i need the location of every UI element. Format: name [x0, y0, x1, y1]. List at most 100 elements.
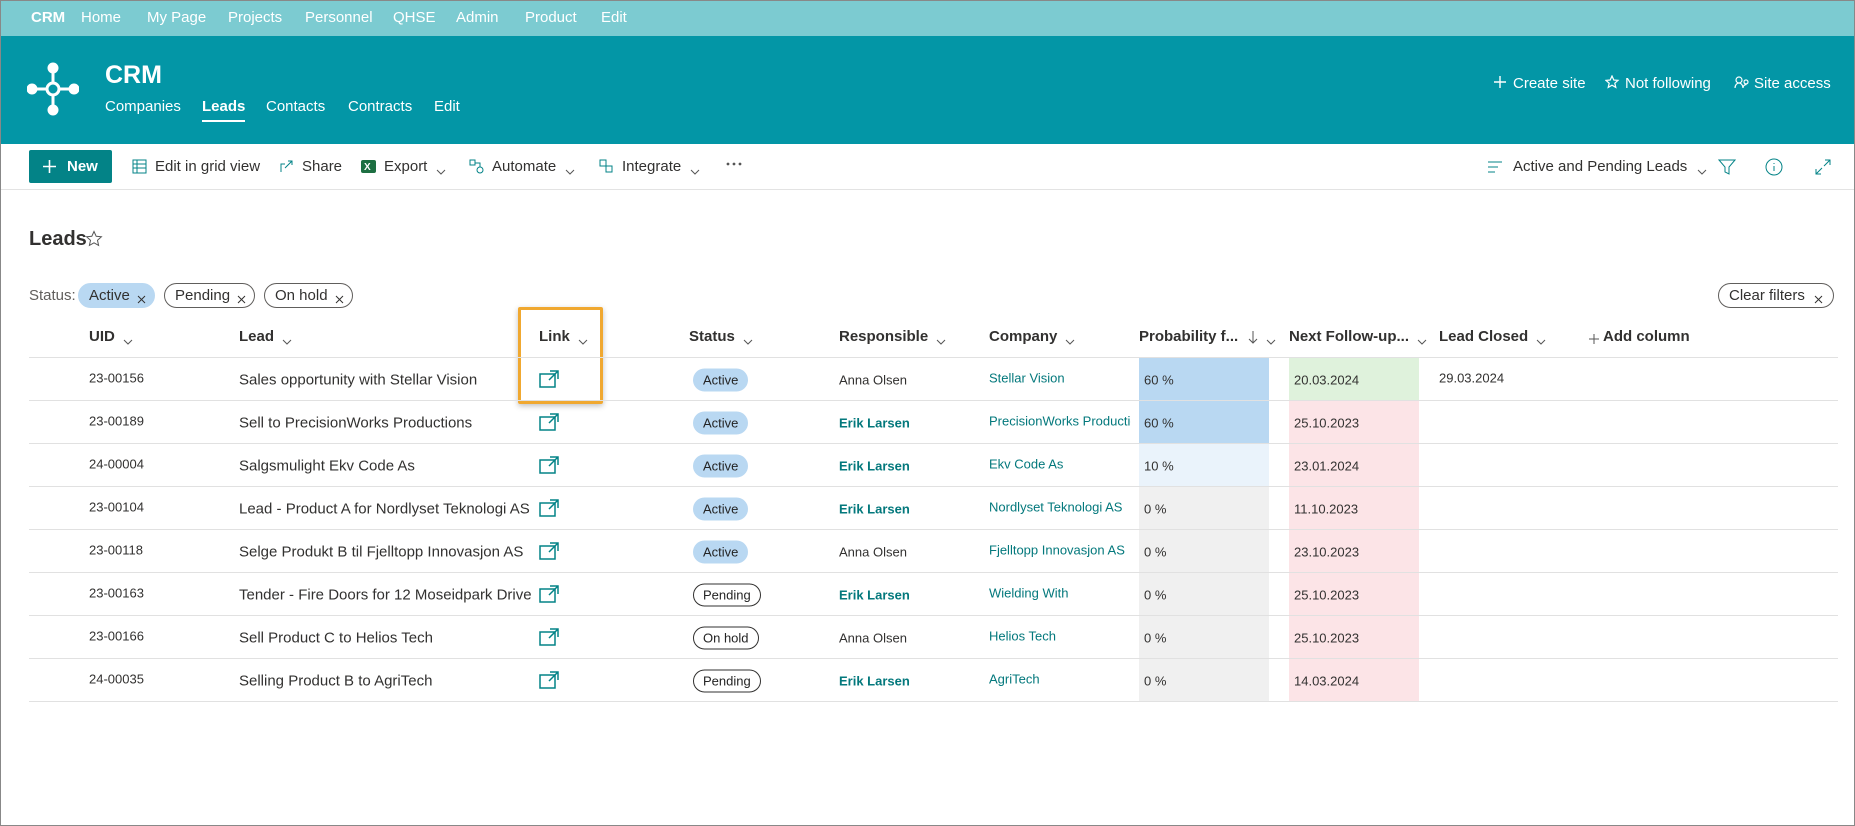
row-divider — [29, 400, 1838, 401]
suite-link[interactable]: Home — [81, 9, 122, 26]
filter-button[interactable] — [1717, 158, 1737, 181]
link-icon[interactable] — [539, 455, 559, 479]
clear-icon[interactable] — [1814, 291, 1823, 308]
site-action[interactable]: Not following — [1625, 75, 1711, 92]
chevron[interactable] — [690, 163, 700, 181]
command-icon[interactable] — [599, 159, 615, 180]
view-icon[interactable] — [1487, 160, 1503, 179]
site-nav-link[interactable]: Edit — [434, 98, 460, 115]
chevron[interactable] — [936, 333, 946, 351]
info-button[interactable] — [1765, 158, 1783, 181]
lead-title[interactable]: Selling Product B to AgriTech — [239, 672, 433, 689]
site-nav-link[interactable]: Companies — [105, 98, 181, 115]
link-icon[interactable] — [539, 498, 559, 522]
view-selector[interactable]: Active and Pending Leads — [1513, 158, 1688, 175]
chevron[interactable] — [1417, 333, 1427, 351]
company[interactable]: Fjelltopp Innovasjon AS — [989, 542, 1125, 557]
command-icon[interactable]: X — [361, 159, 377, 180]
column-header-label: UID — [89, 328, 115, 345]
lead-title[interactable]: Sales opportunity with Stellar Vision — [239, 371, 478, 388]
responsible[interactable]: Erik Larsen — [839, 673, 910, 688]
row-divider — [29, 701, 1838, 702]
command-icon[interactable] — [132, 159, 148, 180]
company[interactable]: Stellar Vision — [989, 370, 1065, 385]
link-icon[interactable] — [539, 584, 559, 608]
filter-chip[interactable]: Pending — [164, 283, 256, 308]
new-button[interactable]: New — [29, 150, 112, 183]
more-button[interactable] — [725, 156, 743, 177]
filter-chip[interactable]: On hold — [264, 283, 353, 308]
lead-title[interactable]: Sell to PrecisionWorks Productions — [239, 414, 473, 431]
command[interactable]: Integrate — [622, 158, 682, 175]
filter-chip[interactable]: Active — [78, 283, 155, 308]
action-icon[interactable] — [1493, 75, 1508, 95]
chevron[interactable] — [1536, 333, 1546, 351]
chevron[interactable] — [123, 333, 133, 351]
site-action[interactable]: Site access — [1754, 75, 1831, 92]
chevron[interactable] — [578, 333, 588, 351]
lead-title[interactable]: Salgsmulight Ekv Code As — [239, 457, 415, 474]
column-header-label: Company — [989, 328, 1058, 345]
suite-link[interactable]: QHSE — [393, 9, 436, 26]
chevron[interactable] — [1697, 163, 1707, 181]
suite-link[interactable]: My Page — [147, 9, 207, 26]
chevron[interactable] — [282, 333, 292, 351]
remove-filter[interactable] — [237, 291, 246, 308]
lead-title[interactable]: Sell Product C to Helios Tech — [239, 629, 433, 646]
row-divider — [29, 529, 1838, 530]
favorite-star[interactable] — [85, 230, 103, 253]
suite-link[interactable]: Personnel — [305, 9, 373, 26]
remove-filter[interactable] — [335, 291, 344, 308]
lead-title[interactable]: Tender - Fire Doors for 12 Moseidpark Dr… — [239, 586, 532, 603]
suite-link[interactable]: Edit — [601, 9, 627, 26]
chevron[interactable] — [1266, 333, 1276, 351]
company[interactable]: Wielding With — [989, 585, 1069, 600]
company[interactable]: Nordlyset Teknologi AS — [989, 499, 1123, 514]
chevron[interactable] — [743, 333, 753, 351]
command[interactable]: Export — [384, 158, 428, 175]
link-icon[interactable] — [539, 369, 559, 393]
link-icon[interactable] — [539, 541, 559, 565]
chevron[interactable] — [1065, 333, 1075, 351]
expand-button[interactable] — [1814, 158, 1832, 181]
site-nav-link[interactable]: Contracts — [348, 98, 413, 115]
add-column[interactable]: Add column — [1603, 328, 1690, 345]
command-icon[interactable] — [469, 159, 485, 180]
site-nav-link[interactable]: Contacts — [266, 98, 326, 115]
responsible[interactable]: Erik Larsen — [839, 458, 910, 473]
suite-link[interactable]: Admin — [456, 9, 499, 26]
responsible[interactable]: Erik Larsen — [839, 415, 910, 430]
suite-link[interactable]: CRM — [31, 9, 66, 26]
lead-title[interactable]: Selge Produkt B til Fjelltopp Innovasjon… — [239, 543, 524, 560]
chevron[interactable] — [436, 163, 446, 181]
status-pill: Pending — [693, 583, 761, 606]
clear-filters[interactable]: Clear filters — [1718, 283, 1834, 308]
lead-title[interactable]: Lead - Product A for Nordlyset Teknologi… — [239, 500, 530, 517]
site-nav-link[interactable]: Leads — [202, 98, 246, 122]
link-icon[interactable] — [539, 412, 559, 436]
command[interactable]: Automate — [492, 158, 557, 175]
company[interactable]: Ekv Code As — [989, 456, 1064, 471]
status-pill: Active — [693, 411, 749, 434]
chevron[interactable] — [565, 163, 575, 181]
remove-filter[interactable] — [137, 291, 146, 308]
command-icon[interactable] — [279, 159, 295, 180]
link-icon[interactable] — [539, 670, 559, 694]
command[interactable]: Edit in grid view — [155, 158, 261, 175]
status-pill: Pending — [693, 669, 761, 692]
suite-link[interactable]: Product — [525, 9, 577, 26]
suite-link[interactable]: Projects — [228, 9, 283, 26]
responsible[interactable]: Erik Larsen — [839, 587, 910, 602]
filter-label: Status: — [29, 287, 76, 304]
company[interactable]: Helios Tech — [989, 628, 1056, 643]
action-icon[interactable] — [1734, 75, 1749, 95]
site-action[interactable]: Create site — [1513, 75, 1586, 92]
responsible[interactable]: Erik Larsen — [839, 501, 910, 516]
list-title: Leads — [29, 228, 87, 250]
link-icon[interactable] — [539, 627, 559, 651]
company[interactable]: AgriTech — [989, 671, 1040, 686]
command[interactable]: Share — [302, 158, 343, 175]
add-column-icon[interactable] — [1589, 331, 1599, 349]
company[interactable]: PrecisionWorks Productions — [989, 413, 1131, 428]
action-icon[interactable] — [1604, 74, 1620, 95]
